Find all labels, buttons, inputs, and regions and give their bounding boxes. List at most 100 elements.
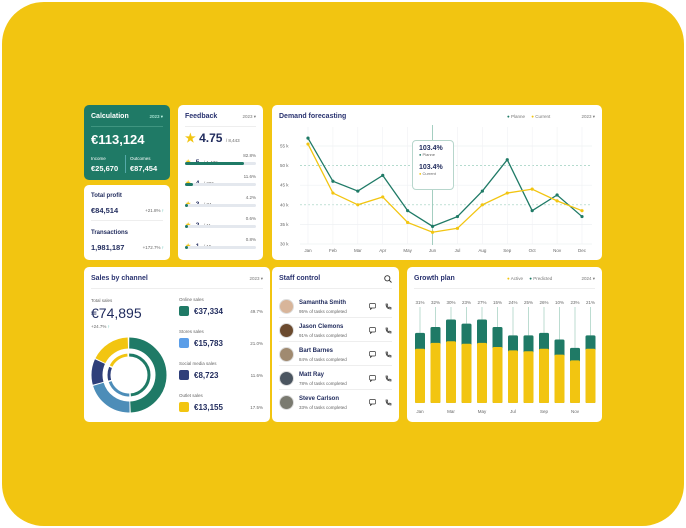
- rating-bar: [185, 246, 256, 249]
- legend-current: Current: [535, 114, 551, 119]
- data-point: [530, 187, 534, 191]
- x-tick-label: Oct: [529, 248, 537, 253]
- rating-bar: [185, 204, 256, 207]
- data-point: [580, 214, 584, 219]
- year-dropdown[interactable]: 2023 ▾: [242, 114, 256, 119]
- rating-percent: 0.6%: [245, 216, 256, 221]
- channel-percent: 11.6%: [250, 373, 263, 378]
- data-point: [455, 214, 460, 219]
- search-icon[interactable]: [384, 275, 392, 283]
- year-dropdown[interactable]: 2023 ▾: [249, 276, 263, 281]
- phone-icon[interactable]: [385, 399, 392, 406]
- tooltip-planned-label: Planne: [422, 152, 436, 157]
- data-point: [505, 158, 509, 162]
- message-icon[interactable]: [369, 327, 376, 334]
- total-profit-value: €84,514: [91, 206, 119, 215]
- feedback-card: Feedback 2023 ▾ ★ 4.75 / 8,443 ★ 5 / 1,4…: [178, 105, 263, 260]
- staff-row[interactable]: Samantha Smith 95% of tasks completed: [279, 296, 392, 318]
- rating-row: ★ 1 / 15 0.8%: [185, 235, 256, 251]
- tooltip-planned-value: 103.4%: [419, 145, 443, 152]
- channel-color-swatch: [179, 370, 189, 380]
- bar-percent-label: 31%: [415, 300, 424, 305]
- staff-tasks: 84% of tasks completed: [299, 357, 347, 362]
- avatar: [279, 323, 294, 338]
- bar-percent-label: 24%: [508, 300, 517, 305]
- staff-row[interactable]: Steve Carlson 33% of tasks completed: [279, 392, 392, 414]
- channel-value: €8,723: [194, 371, 219, 380]
- year-dropdown[interactable]: 2023 ▾: [149, 114, 163, 119]
- outcomes-value: €87,454: [130, 164, 158, 173]
- rating-bar: [185, 162, 256, 165]
- bar-active: [539, 348, 549, 403]
- rating-row: ★ 5 / 1,472 82.8%: [185, 151, 256, 167]
- channel-color-swatch: [179, 402, 189, 412]
- channel-percent: 17.5%: [250, 405, 263, 410]
- bar-percent-label: 10%: [555, 300, 564, 305]
- series-line-current: [307, 143, 583, 233]
- year-dropdown[interactable]: 2023 ▾: [581, 114, 595, 119]
- data-point: [306, 136, 310, 140]
- data-point: [306, 142, 310, 146]
- staff-row[interactable]: Bart Barnes 84% of tasks completed: [279, 344, 392, 366]
- transactions-value: 1,981,187: [91, 243, 125, 252]
- message-icon[interactable]: [369, 375, 376, 382]
- bar-active: [430, 342, 441, 403]
- x-tick-label: Jan: [304, 248, 312, 253]
- bar-active: [523, 351, 534, 403]
- data-point: [356, 203, 360, 207]
- growth-bar-chart: 31% Jan 32% 30% Mar 23% 27% May 15% 24% Jul 25% 26% S…: [415, 300, 596, 414]
- rating-row: ★ 4 / 206 11.6%: [185, 172, 256, 188]
- demand-forecasting-card: Demand forecasting ● Planne ● Current 20…: [272, 105, 602, 260]
- feedback-title: Feedback: [185, 113, 218, 120]
- growth-title: Growth plan: [414, 275, 455, 282]
- staff-control-card: Staff control Samantha Smith 95% of task…: [272, 267, 399, 422]
- phone-icon[interactable]: [385, 375, 392, 382]
- bar-active: [415, 348, 425, 403]
- legend-active: Active: [510, 276, 523, 281]
- rating-row: ★ 3 / 74 4.2%: [185, 193, 256, 209]
- donut-segment: [107, 353, 151, 397]
- staff-row[interactable]: Jason Clemons 91% of tasks completed: [279, 320, 392, 342]
- message-icon[interactable]: [369, 399, 376, 406]
- channel-color-swatch: [179, 306, 189, 316]
- bar-active: [446, 341, 456, 403]
- data-point: [480, 203, 484, 207]
- income-label: Income: [91, 156, 106, 161]
- bar-percent-label: 21%: [586, 300, 595, 305]
- x-tick-label: May: [403, 248, 412, 253]
- bar-percent-label: 25%: [524, 300, 533, 305]
- bar-active: [508, 350, 518, 403]
- calculation-total: €113,124: [91, 132, 145, 147]
- x-tick-label: Jul: [510, 409, 516, 414]
- staff-tasks: 91% of tasks completed: [299, 333, 347, 338]
- channel-label: Online sales: [179, 297, 204, 302]
- x-tick-label: Sep: [503, 248, 512, 253]
- staff-name: Steve Carlson: [299, 396, 340, 402]
- rating-percent: 11.6%: [243, 174, 256, 179]
- staff-row[interactable]: Matt Ray 78% of tasks completed: [279, 368, 392, 390]
- phone-icon[interactable]: [385, 351, 392, 358]
- y-tick-label: 45 k: [280, 183, 289, 188]
- message-icon[interactable]: [369, 303, 376, 310]
- phone-icon[interactable]: [385, 303, 392, 310]
- x-tick-label: Mar: [447, 409, 455, 414]
- transactions-title: Transactions: [91, 230, 129, 236]
- y-tick-label: 35 k: [280, 222, 289, 227]
- legend-dot-icon: ●: [507, 114, 510, 119]
- outcomes-label: Outcomes: [130, 156, 151, 161]
- phone-icon[interactable]: [385, 327, 392, 334]
- total-sales-value: €74,895: [91, 305, 142, 321]
- data-point: [381, 195, 385, 199]
- bar-active: [570, 360, 580, 403]
- channel-value: €37,334: [194, 307, 223, 316]
- donut-segment: [91, 337, 167, 413]
- message-icon[interactable]: [369, 351, 376, 358]
- staff-tasks: 33% of tasks completed: [299, 405, 347, 410]
- x-tick-label: Jul: [455, 248, 461, 253]
- staff-name: Matt Ray: [299, 372, 325, 378]
- y-tick-label: 55 k: [280, 144, 289, 149]
- arrow-up-icon: ↑: [161, 208, 164, 213]
- arrow-up-icon: ↑: [107, 324, 110, 329]
- year-dropdown[interactable]: 2024 ▾: [581, 276, 595, 281]
- x-tick-label: Aug: [478, 248, 487, 253]
